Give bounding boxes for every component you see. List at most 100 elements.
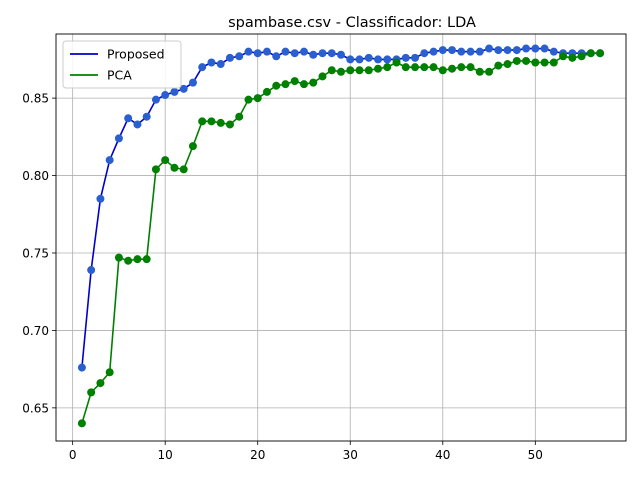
data-point-proposed xyxy=(281,47,290,56)
data-point-proposed xyxy=(374,55,383,64)
data-point-pca xyxy=(466,63,475,72)
data-point-pca xyxy=(364,66,373,75)
data-point-pca xyxy=(503,60,512,69)
data-point-pca xyxy=(272,81,281,90)
x-tick-label: 40 xyxy=(435,448,450,462)
data-point-proposed xyxy=(299,47,308,56)
data-point-proposed xyxy=(216,60,225,69)
legend: Proposed PCA xyxy=(62,40,182,89)
data-point-proposed xyxy=(466,47,475,56)
data-point-proposed xyxy=(364,53,373,62)
data-point-proposed xyxy=(105,156,114,165)
data-point-proposed xyxy=(309,50,318,59)
x-tick-label: 10 xyxy=(158,448,173,462)
data-point-pca xyxy=(457,63,466,72)
data-point-proposed xyxy=(235,52,244,61)
data-point-pca xyxy=(179,165,188,174)
data-point-proposed xyxy=(494,46,503,55)
data-point-pca xyxy=(494,61,503,70)
data-point-pca xyxy=(559,52,568,61)
data-point-pca xyxy=(374,64,383,73)
x-tick-label: 20 xyxy=(250,448,265,462)
data-point-pca xyxy=(438,66,447,75)
data-point-pca xyxy=(577,52,586,61)
data-point-pca xyxy=(318,72,327,81)
data-point-pca xyxy=(124,256,133,265)
x-tick-label: 0 xyxy=(69,448,77,462)
series-line-pca xyxy=(81,52,601,424)
y-tick-label: 0.85 xyxy=(22,92,49,106)
data-point-pca xyxy=(475,67,484,76)
data-point-pca xyxy=(170,163,179,172)
data-point-pca xyxy=(420,63,429,72)
data-point-pca xyxy=(114,253,123,262)
data-point-proposed xyxy=(540,44,549,53)
data-point-proposed xyxy=(77,363,86,372)
data-point-proposed xyxy=(262,47,271,56)
data-point-proposed xyxy=(522,44,531,53)
data-point-proposed xyxy=(448,46,457,55)
data-point-proposed xyxy=(355,55,364,64)
data-point-proposed xyxy=(188,78,197,87)
data-point-pca xyxy=(262,87,271,96)
data-point-pca xyxy=(105,368,114,377)
data-point-pca xyxy=(485,67,494,76)
data-point-pca xyxy=(77,419,86,428)
data-point-proposed xyxy=(438,46,447,55)
data-point-pca xyxy=(596,49,605,58)
chart-title: spambase.csv - Classificador: LDA xyxy=(228,15,476,31)
data-point-pca xyxy=(512,56,521,65)
data-point-pca xyxy=(540,58,549,67)
y-tick-label: 0.65 xyxy=(22,401,49,415)
data-point-proposed xyxy=(549,47,558,56)
data-point-pca xyxy=(355,66,364,75)
data-point-proposed xyxy=(151,95,160,104)
data-point-proposed xyxy=(225,53,234,62)
legend-box xyxy=(62,40,182,89)
data-point-proposed xyxy=(179,84,188,93)
data-point-pca xyxy=(568,53,577,62)
data-point-pca xyxy=(299,80,308,89)
data-point-proposed xyxy=(170,87,179,96)
data-point-pca xyxy=(198,117,207,126)
data-point-pca xyxy=(429,63,438,72)
y-tick-label: 0.70 xyxy=(22,324,49,338)
data-point-pca xyxy=(235,112,244,121)
series-lines xyxy=(81,47,601,424)
y-tick-label: 0.75 xyxy=(22,246,49,260)
data-point-pca xyxy=(253,94,262,103)
legend-label-proposed: Proposed xyxy=(107,47,165,62)
data-point-pca xyxy=(207,117,216,126)
x-tick-label: 30 xyxy=(343,448,358,462)
data-point-pca xyxy=(225,120,234,129)
data-point-proposed xyxy=(531,44,540,53)
data-point-proposed xyxy=(503,46,512,55)
data-point-proposed xyxy=(346,55,355,64)
data-point-proposed xyxy=(124,114,133,123)
y-tick-label: 0.80 xyxy=(22,169,49,183)
data-point-pca xyxy=(188,142,197,151)
series-line-proposed xyxy=(81,47,601,368)
data-point-proposed xyxy=(383,55,392,64)
data-point-proposed xyxy=(133,120,142,129)
data-point-proposed xyxy=(327,49,336,58)
data-point-pca xyxy=(586,49,595,58)
data-point-proposed xyxy=(475,47,484,56)
data-point-pca xyxy=(392,58,401,67)
data-point-pca xyxy=(281,80,290,89)
data-point-proposed xyxy=(207,58,216,67)
data-point-proposed xyxy=(87,266,96,275)
data-point-proposed xyxy=(337,50,345,59)
data-point-pca xyxy=(448,64,457,73)
data-point-pca xyxy=(411,63,420,72)
data-point-pca xyxy=(133,255,142,264)
plot-area-border xyxy=(55,33,627,442)
data-point-pca xyxy=(337,67,345,76)
data-point-pca xyxy=(244,95,253,104)
data-point-proposed xyxy=(290,49,299,58)
data-point-pca xyxy=(142,255,151,264)
data-point-proposed xyxy=(142,112,151,121)
data-point-proposed xyxy=(512,46,521,55)
data-point-pca xyxy=(161,156,170,165)
